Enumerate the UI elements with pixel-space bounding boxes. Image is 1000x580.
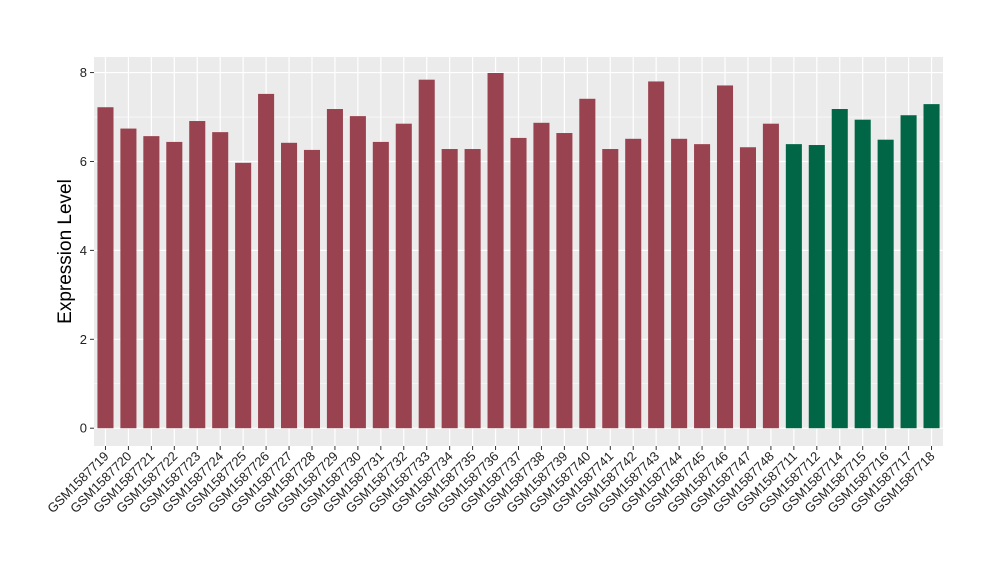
bar-GSM1587729	[326, 109, 343, 429]
bar-GSM1587746	[716, 85, 734, 429]
y-axis-title: Expression Level	[55, 179, 76, 324]
bar-GSM1587714	[831, 109, 848, 429]
bar-GSM1587739	[556, 133, 573, 429]
bar-GSM1587734	[441, 149, 458, 429]
bar-GSM1587717	[900, 115, 917, 429]
bar-GSM1587731	[372, 141, 389, 429]
bar-GSM1587716	[877, 139, 894, 429]
bar-GSM1587735	[464, 149, 481, 429]
y-tick-label: 6	[80, 154, 87, 169]
bar-GSM1587715	[854, 119, 871, 429]
bar-GSM1587719	[97, 107, 114, 429]
bar-GSM1587741	[602, 149, 619, 429]
bar-GSM1587748	[762, 123, 779, 429]
bar-GSM1587733	[418, 79, 435, 429]
bar-GSM1587745	[694, 144, 711, 429]
bar-GSM1587738	[533, 122, 550, 429]
bar-GSM1587722	[166, 141, 183, 429]
y-tick-label: 4	[80, 243, 87, 258]
bar-GSM1587724	[212, 132, 229, 429]
bar-GSM1587740	[579, 98, 596, 429]
bar-series	[97, 73, 940, 429]
x-axis: GSM1587719GSM1587720GSM1587721GSM1587722…	[44, 446, 938, 516]
bar-GSM1587747	[739, 147, 756, 429]
bar-GSM1587723	[189, 121, 206, 429]
bar-GSM1587721	[143, 136, 160, 429]
bar-GSM1587726	[258, 93, 275, 429]
bar-GSM1587732	[395, 123, 412, 429]
bar-GSM1587727	[281, 142, 298, 429]
bar-GSM1587712	[808, 145, 825, 429]
y-tick-label: 2	[80, 332, 87, 347]
y-tick-label: 0	[80, 421, 87, 436]
bar-GSM1587711	[785, 144, 802, 429]
bar-GSM1587728	[303, 149, 321, 429]
y-tick-label: 8	[80, 65, 87, 80]
bar-GSM1587736	[487, 73, 504, 429]
bar-GSM1587720	[120, 128, 137, 429]
y-axis: 0 2 4 6 8	[80, 65, 94, 436]
bar-GSM1587718	[923, 104, 940, 429]
bar-GSM1587725	[235, 162, 252, 429]
bar-GSM1587737	[510, 137, 527, 429]
bar-GSM1587744	[671, 138, 688, 429]
bar-GSM1587742	[625, 138, 642, 429]
bar-GSM1587730	[349, 116, 366, 429]
bar-GSM1587743	[648, 81, 665, 429]
